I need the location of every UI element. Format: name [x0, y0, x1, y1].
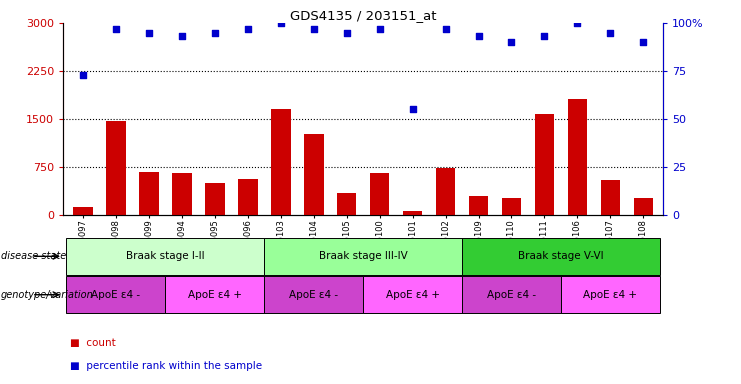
Point — [77, 72, 89, 78]
Text: ApoE ε4 +: ApoE ε4 + — [385, 290, 439, 300]
Point — [407, 106, 419, 113]
Text: ApoE ε4 -: ApoE ε4 - — [91, 290, 140, 300]
Text: ApoE ε4 +: ApoE ε4 + — [583, 290, 637, 300]
Bar — [402, 210, 422, 215]
Point — [373, 26, 385, 32]
Point — [539, 33, 551, 40]
Bar — [205, 183, 225, 215]
Title: GDS4135 / 203151_at: GDS4135 / 203151_at — [290, 9, 436, 22]
Bar — [172, 173, 192, 215]
Bar — [370, 174, 390, 215]
Point — [605, 30, 617, 36]
Bar — [502, 199, 522, 215]
Text: ApoE ε4 -: ApoE ε4 - — [487, 290, 536, 300]
Bar — [238, 179, 258, 215]
Bar — [468, 197, 488, 215]
Bar — [634, 198, 654, 215]
Point — [505, 39, 517, 45]
Point — [275, 20, 287, 26]
Text: disease state: disease state — [1, 251, 66, 262]
Bar — [336, 193, 356, 215]
Point — [176, 33, 187, 40]
Point — [473, 33, 485, 40]
Bar — [534, 114, 554, 215]
Text: ■  count: ■ count — [70, 338, 116, 348]
Bar — [436, 168, 456, 215]
Point — [439, 26, 451, 32]
Text: Braak stage I-II: Braak stage I-II — [126, 251, 205, 262]
Point — [209, 30, 221, 36]
Text: ApoE ε4 -: ApoE ε4 - — [289, 290, 338, 300]
Bar — [139, 172, 159, 215]
Point — [571, 20, 583, 26]
Bar — [270, 109, 290, 215]
Text: Braak stage III-IV: Braak stage III-IV — [319, 251, 408, 262]
Bar — [304, 134, 324, 215]
Point — [242, 26, 253, 32]
Bar — [106, 121, 126, 215]
Point — [637, 39, 649, 45]
Point — [110, 26, 122, 32]
Text: ■  percentile rank within the sample: ■ percentile rank within the sample — [70, 361, 262, 371]
Bar — [73, 207, 93, 215]
Bar — [600, 180, 620, 215]
Text: genotype/variation: genotype/variation — [1, 290, 93, 300]
Text: Braak stage V-VI: Braak stage V-VI — [518, 251, 604, 262]
Point — [143, 30, 155, 36]
Bar — [568, 99, 588, 215]
Text: ApoE ε4 +: ApoE ε4 + — [187, 290, 242, 300]
Point — [308, 26, 319, 32]
Point — [341, 30, 353, 36]
